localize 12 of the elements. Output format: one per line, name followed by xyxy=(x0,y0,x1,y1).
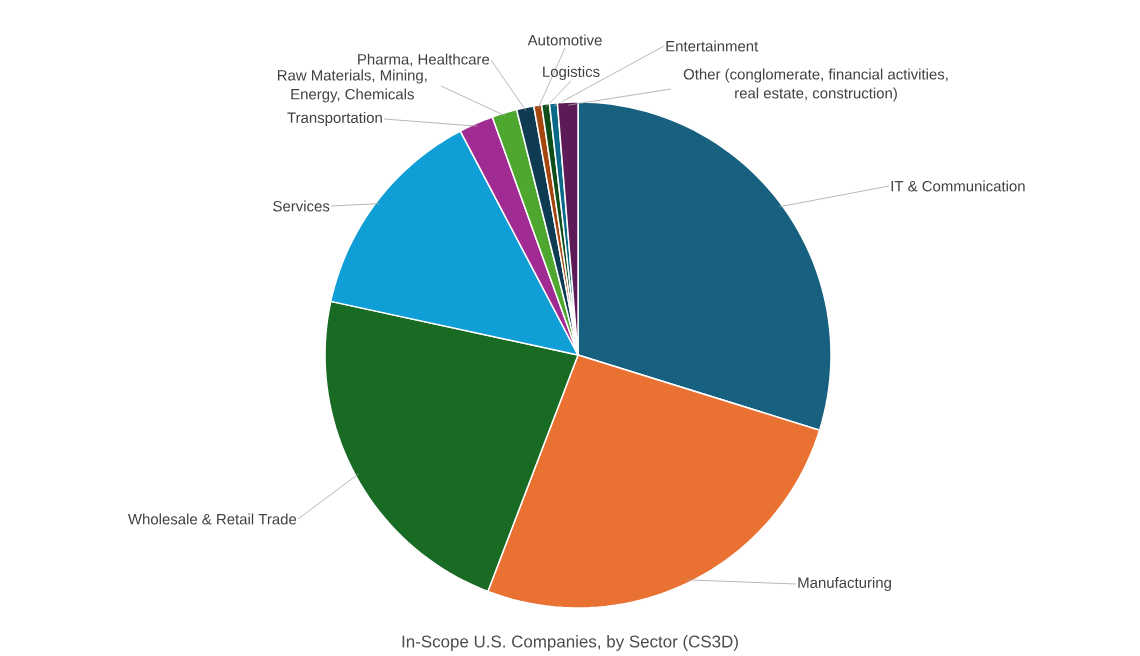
slice-label: Logistics xyxy=(543,66,600,80)
slice-label: Automotive xyxy=(527,34,602,46)
slice-label: IT & Communication xyxy=(891,180,1025,192)
slice-label: Wholesale & Retail Trade xyxy=(127,513,297,525)
slice-label: Manufacturing xyxy=(798,577,891,591)
slice-label: Services xyxy=(273,200,330,212)
slice-label: Pharma, Healthcare xyxy=(358,53,490,67)
slice-label: Entertainment xyxy=(666,40,759,52)
text: In-Scope U.S. Companies, by Sector (CS3D) xyxy=(402,635,738,651)
slice-label: Raw Materials, Mining, Energy, Chemicals xyxy=(277,69,427,103)
slice-label: Other (conglomerate, financial activities, real estate, construction) xyxy=(683,68,948,102)
slice-label: Transportation xyxy=(287,112,382,126)
